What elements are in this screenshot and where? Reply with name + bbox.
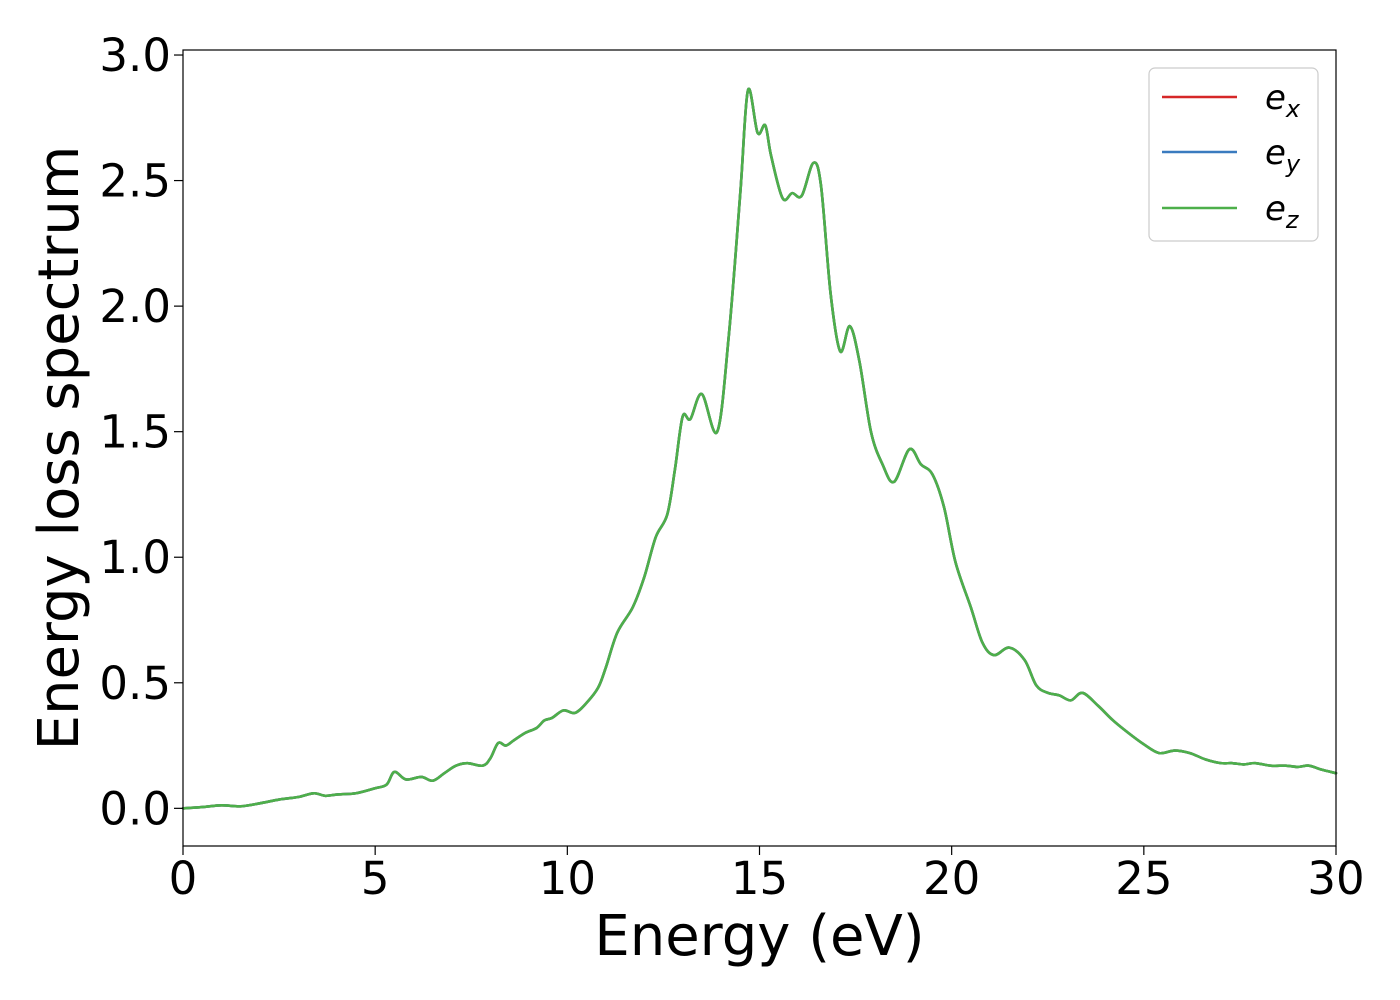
legend-label-z: ez <box>1265 189 1300 234</box>
x-tick-label: 25 <box>1115 852 1172 905</box>
x-tick-label: 10 <box>539 852 596 905</box>
x-tick-label: 15 <box>731 852 788 905</box>
x-tick-label: 5 <box>361 852 390 905</box>
y-tick-label: 1.5 <box>99 406 171 459</box>
legend-label-x: ex <box>1265 78 1301 123</box>
legend-label-subscript: z <box>1285 206 1300 234</box>
legend-label-base: e <box>1265 78 1286 118</box>
x-axis-title: Energy (eV) <box>594 904 924 969</box>
x-tick-label: 20 <box>923 852 980 905</box>
y-tick-label: 2.5 <box>99 155 171 208</box>
legend-frame <box>1148 67 1319 242</box>
series-layer <box>181 87 1338 810</box>
legend-label-base: e <box>1265 133 1286 173</box>
y-tick-label: 2.0 <box>99 280 171 333</box>
y-axis-title: Energy loss spectrum <box>27 146 92 751</box>
y-tick-label: 1.0 <box>99 531 171 584</box>
y-tick-label: 3.0 <box>99 29 171 82</box>
legend-label-y: ey <box>1265 133 1301 178</box>
x-tick-label: 30 <box>1307 852 1364 905</box>
legend-label-base: e <box>1265 189 1286 229</box>
series-line-e-z <box>181 87 1338 810</box>
x-axis: 0 5 10 15 20 25 30 <box>169 846 1365 905</box>
y-axis: 0.0 0.5 1.0 1.5 2.0 2.5 3.0 <box>99 29 183 835</box>
legend-label-subscript: y <box>1285 150 1301 178</box>
y-tick-label: 0.0 <box>99 782 171 835</box>
x-tick-label: 0 <box>169 852 198 905</box>
legend-label-subscript: x <box>1285 95 1301 123</box>
y-tick-label: 0.5 <box>99 657 171 710</box>
